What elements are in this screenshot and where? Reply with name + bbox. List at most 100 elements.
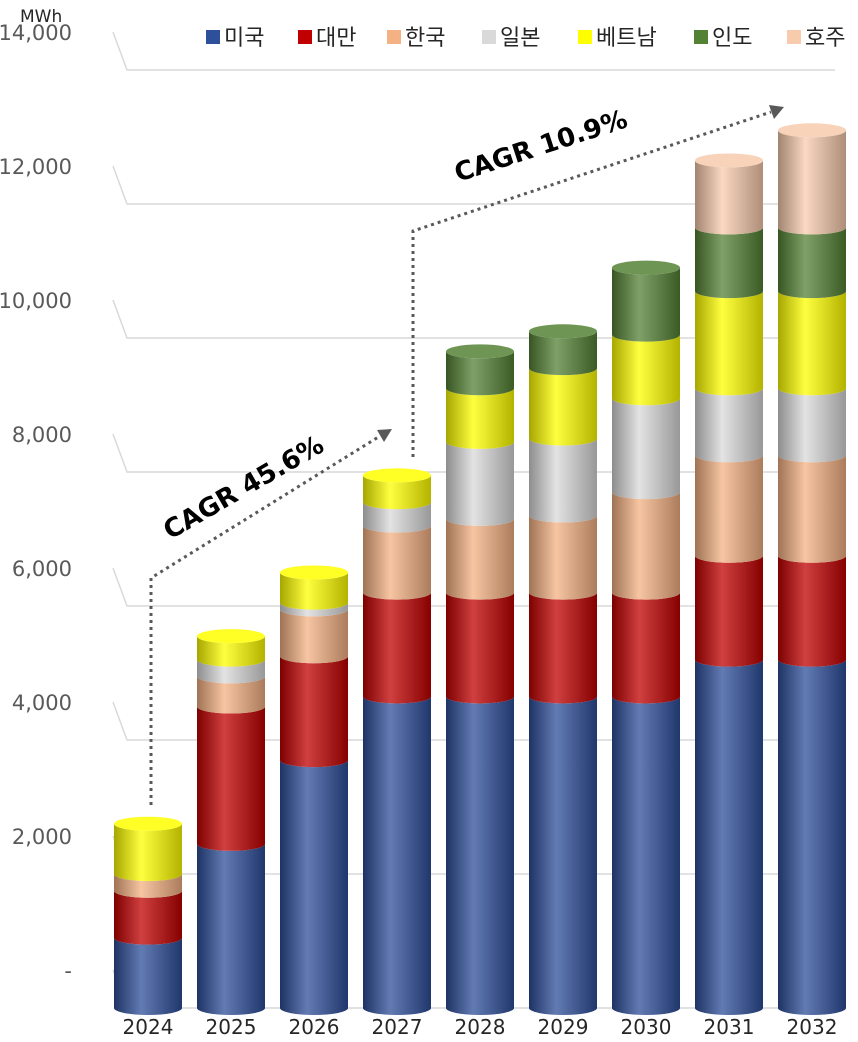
gridline xyxy=(112,165,835,205)
y-tick-label: 14,000 xyxy=(0,21,72,45)
bar-segment-베트남-2024 xyxy=(114,823,182,881)
legend-label-대만: 대만 xyxy=(316,26,356,51)
x-tick-label: 2029 xyxy=(538,1015,589,1039)
bar-segment-베트남-2030 xyxy=(612,334,680,406)
bar-segment-미국-2028 xyxy=(446,696,514,1015)
bar-cap-2031 xyxy=(695,153,763,168)
bar-segment-한국-2026 xyxy=(280,609,348,664)
bar-segment-미국-2024 xyxy=(114,937,182,1015)
bar-segment-베트남-2029 xyxy=(529,368,597,446)
x-axis-ticks: 2024 2025 2026 2027 2028 2029 2030 2031 2032 xyxy=(123,1015,838,1039)
cagr-arrow-2 xyxy=(411,110,772,457)
y-tick-label: 4,000 xyxy=(12,691,72,715)
bar-segment-호주-2032 xyxy=(778,130,846,235)
bar-segment-대만-2029 xyxy=(529,592,597,704)
bar-segment-베트남-2027 xyxy=(363,475,431,510)
bar-stack-2029 xyxy=(529,324,597,1015)
y-tick-label: 8,000 xyxy=(12,423,72,447)
bar-segment-일본-2025 xyxy=(197,659,265,684)
cagr-arrow-1-head xyxy=(377,429,392,442)
bar-segment-대만-2030 xyxy=(612,592,680,704)
bar-segment-미국-2032 xyxy=(778,659,846,1015)
bar-stack-2030 xyxy=(612,260,680,1015)
bar-segment-미국-2025 xyxy=(197,843,265,1015)
bar-cap-2032 xyxy=(778,123,846,138)
bar-segment-대만-2025 xyxy=(197,706,265,851)
bar-segment-대만-2026 xyxy=(280,656,348,768)
legend-swatch-베트남 xyxy=(578,30,592,44)
legend-label-베트남: 베트남 xyxy=(596,26,657,51)
bar-segment-미국-2029 xyxy=(529,696,597,1015)
bar-segment-미국-2030 xyxy=(612,696,680,1015)
bar-segment-한국-2031 xyxy=(695,455,763,563)
bar-segment-한국-2024 xyxy=(114,874,182,898)
bar-stack-2027 xyxy=(363,468,431,1015)
bar-segment-베트남-2028 xyxy=(446,388,514,449)
bar-segment-인도-2032 xyxy=(778,227,846,299)
bar-cap-2029 xyxy=(529,324,597,339)
bar-stack-2025 xyxy=(197,629,265,1015)
bar-stack-2032 xyxy=(778,123,846,1015)
x-tick-label: 2031 xyxy=(704,1015,755,1039)
bar-cap-2028 xyxy=(446,344,514,359)
x-tick-label: 2032 xyxy=(787,1015,838,1039)
gridline xyxy=(112,567,835,607)
gridline xyxy=(112,299,835,339)
bar-segment-호주-2031 xyxy=(695,160,763,235)
bar-stack-2024 xyxy=(114,816,182,1015)
bar-segment-한국-2029 xyxy=(529,515,597,600)
bar-segment-베트남-2031 xyxy=(695,291,763,396)
bar-segment-한국-2027 xyxy=(363,525,431,600)
y-tick-label: 10,000 xyxy=(0,289,72,313)
bar-segment-한국-2032 xyxy=(778,455,846,563)
bar-stack-2026 xyxy=(280,565,348,1015)
bar-segment-대만-2032 xyxy=(778,555,846,667)
legend-label-호주: 호주 xyxy=(805,26,845,51)
gridline xyxy=(112,433,835,473)
bar-segment-일본-2026 xyxy=(280,602,348,617)
bar-segment-대만-2027 xyxy=(363,592,431,704)
bar-segment-베트남-2032 xyxy=(778,291,846,396)
x-tick-label: 2027 xyxy=(372,1015,423,1039)
bar-segment-인도-2030 xyxy=(612,267,680,342)
bar-cap-2027 xyxy=(363,468,431,483)
bar-segment-미국-2027 xyxy=(363,696,431,1015)
legend-label-인도: 인도 xyxy=(712,26,752,51)
legend-swatch-한국 xyxy=(387,30,401,44)
bar-segment-일본-2032 xyxy=(778,388,846,463)
legend: 미국 대만 한국 일본 베트남 인도 호주 xyxy=(206,26,845,51)
legend-swatch-미국 xyxy=(206,30,220,44)
bar-segment-미국-2031 xyxy=(695,659,763,1015)
bar-segment-미국-2026 xyxy=(280,760,348,1015)
gridline xyxy=(112,701,835,741)
bar-segment-일본-2030 xyxy=(612,398,680,500)
bar-cap-2026 xyxy=(280,565,348,580)
legend-swatch-호주 xyxy=(787,30,801,44)
bar-cap-2024 xyxy=(114,816,182,831)
cagr-annotation-2: CAGR 10.9% xyxy=(451,105,631,189)
x-tick-label: 2024 xyxy=(123,1015,174,1039)
y-tick-label: - xyxy=(64,959,72,983)
x-tick-label: 2026 xyxy=(289,1015,340,1039)
bar-segment-베트남-2026 xyxy=(280,572,348,610)
gridline xyxy=(112,31,835,71)
cagr-arrow-1 xyxy=(149,434,381,805)
bar-segment-일본-2027 xyxy=(363,502,431,533)
y-axis-ticks: - 2,000 4,000 6,000 8,000 10,000 12,000 14,000 xyxy=(0,21,72,983)
bar-stack-2028 xyxy=(446,344,514,1015)
bar-segment-일본-2029 xyxy=(529,438,597,523)
x-tick-label: 2028 xyxy=(455,1015,506,1039)
legend-label-미국: 미국 xyxy=(224,26,264,51)
legend-label-한국: 한국 xyxy=(405,26,445,51)
cagr-arrow-2-head xyxy=(769,105,784,119)
bar-segment-대만-2031 xyxy=(695,555,763,667)
bar-segment-한국-2028 xyxy=(446,518,514,600)
legend-swatch-일본 xyxy=(482,30,496,44)
y-tick-label: 12,000 xyxy=(0,155,72,179)
legend-swatch-인도 xyxy=(694,30,708,44)
bar-segment-인도-2028 xyxy=(446,351,514,396)
bar-segment-인도-2031 xyxy=(695,227,763,299)
y-tick-label: 2,000 xyxy=(12,825,72,849)
legend-label-일본: 일본 xyxy=(500,26,540,51)
bar-segment-베트남-2025 xyxy=(197,636,265,667)
